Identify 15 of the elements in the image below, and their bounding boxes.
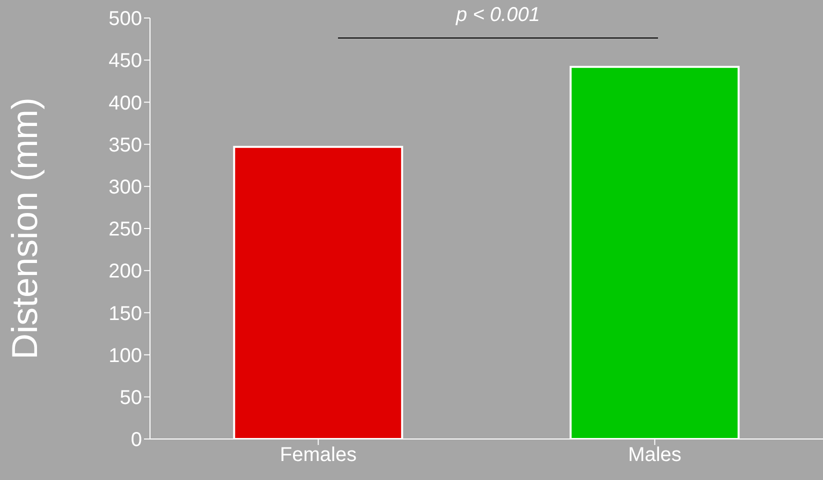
y-tick-label: 300 <box>108 176 142 198</box>
annotation: p < 0.001 <box>454 4 541 27</box>
y-tick-label: 450 <box>108 50 142 72</box>
y-tick-label: 500 <box>108 8 142 30</box>
y-tick-label: 350 <box>108 134 142 156</box>
x-tick-label: Females <box>280 444 357 466</box>
y-tick-label: 400 <box>108 92 142 114</box>
y-tick-label: 0 <box>130 429 142 452</box>
y-tick-label: 150 <box>108 302 142 325</box>
y-tick-label: 250 <box>108 218 142 241</box>
x-tick-label: Males <box>628 444 682 466</box>
y-axis-title: Distension (mm) <box>4 97 45 360</box>
y-tick-label: 50 <box>120 387 142 409</box>
y-tick-label: 200 <box>108 260 142 283</box>
y-tick-label: 100 <box>108 344 142 367</box>
